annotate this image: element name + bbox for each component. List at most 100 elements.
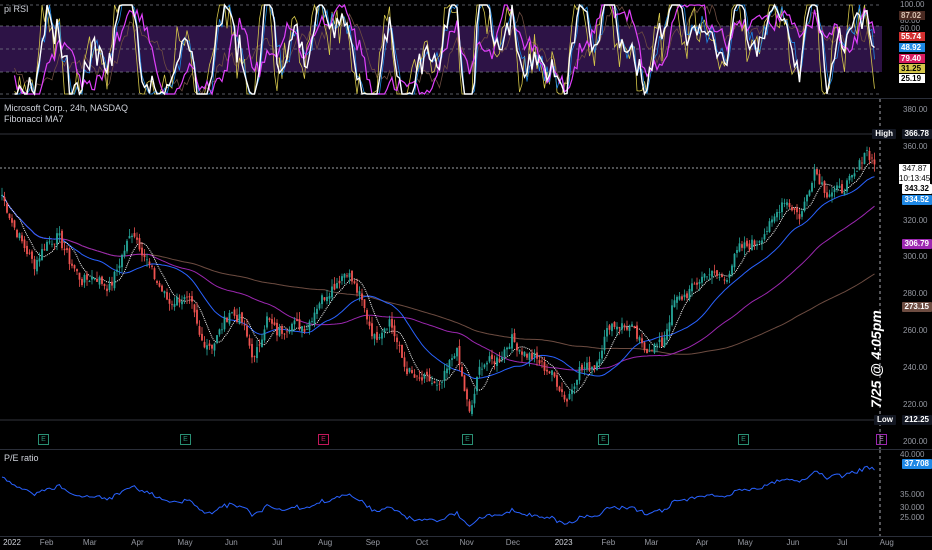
candle bbox=[333, 277, 336, 291]
candle bbox=[28, 249, 31, 255]
candle bbox=[251, 338, 253, 364]
candle bbox=[293, 317, 296, 332]
candle bbox=[826, 185, 828, 199]
candle bbox=[318, 301, 321, 311]
candle bbox=[516, 342, 518, 357]
candle bbox=[863, 152, 866, 165]
candle bbox=[88, 279, 91, 283]
candle bbox=[431, 375, 433, 386]
candle bbox=[828, 189, 831, 198]
candle bbox=[416, 375, 418, 381]
rsi-tag-6: 25.19 bbox=[899, 74, 925, 83]
candle bbox=[576, 379, 578, 391]
candle bbox=[756, 240, 758, 250]
candle bbox=[101, 275, 103, 286]
candle bbox=[551, 370, 553, 382]
candle bbox=[223, 310, 226, 332]
candle bbox=[338, 275, 341, 289]
pane-divider-2[interactable] bbox=[0, 449, 932, 450]
rsi-pane[interactable] bbox=[0, 0, 932, 98]
candle bbox=[153, 266, 156, 281]
candle bbox=[683, 289, 686, 301]
candle bbox=[108, 276, 111, 293]
time-axis-tick: Apr bbox=[695, 538, 709, 547]
candle bbox=[628, 324, 631, 338]
price-tag-brown: 273.15 bbox=[901, 302, 932, 312]
candle bbox=[808, 189, 811, 197]
candle bbox=[288, 326, 291, 335]
earnings-icon[interactable]: E bbox=[180, 434, 191, 445]
pane-divider-1[interactable] bbox=[0, 98, 932, 99]
candle bbox=[331, 279, 333, 301]
candle bbox=[871, 153, 873, 164]
candle bbox=[798, 208, 801, 225]
time-axis-tick: Feb bbox=[39, 538, 54, 547]
candle bbox=[151, 264, 153, 270]
candle bbox=[221, 322, 223, 334]
candle bbox=[701, 271, 703, 286]
candle bbox=[553, 371, 556, 379]
candle bbox=[211, 344, 213, 355]
candle bbox=[736, 246, 738, 258]
candle bbox=[823, 180, 826, 198]
candle bbox=[473, 387, 476, 408]
candle bbox=[453, 353, 456, 359]
earnings-icon[interactable]: E bbox=[598, 434, 609, 445]
earnings-icon[interactable]: E bbox=[38, 434, 49, 445]
earnings-icon[interactable]: E bbox=[876, 434, 887, 445]
candle bbox=[298, 312, 301, 331]
candle bbox=[796, 204, 798, 220]
candle bbox=[66, 245, 68, 253]
candle bbox=[833, 185, 836, 198]
candle bbox=[41, 243, 43, 261]
candle bbox=[556, 370, 558, 391]
candle bbox=[48, 236, 51, 245]
time-axis-tick: Oct bbox=[415, 538, 429, 547]
candle bbox=[231, 311, 233, 315]
high-value: 366.78 bbox=[901, 129, 932, 139]
candle bbox=[508, 343, 511, 350]
candle bbox=[636, 321, 638, 342]
candle bbox=[793, 207, 796, 215]
candle bbox=[638, 335, 641, 344]
candle bbox=[386, 328, 388, 332]
pe-tick-40: 40.000 bbox=[900, 450, 925, 459]
candle bbox=[393, 319, 396, 342]
candle bbox=[711, 270, 713, 285]
price-tag-blue: 334.52 bbox=[901, 195, 932, 205]
candle bbox=[661, 332, 663, 347]
candle bbox=[206, 338, 208, 356]
candle bbox=[488, 351, 491, 364]
candle bbox=[666, 323, 668, 345]
candle bbox=[873, 152, 876, 172]
pe-pane[interactable] bbox=[0, 450, 932, 536]
pe-value-tag: 37.708 bbox=[901, 459, 932, 469]
candle bbox=[606, 321, 608, 342]
candle bbox=[753, 239, 756, 250]
candle bbox=[671, 299, 673, 327]
candle bbox=[328, 292, 331, 305]
pane-divider-3[interactable] bbox=[0, 536, 932, 537]
candle bbox=[741, 240, 743, 252]
rsi-tag-2: 55.74 bbox=[899, 32, 925, 41]
candle bbox=[586, 356, 588, 373]
candle bbox=[311, 317, 313, 324]
candle bbox=[166, 288, 168, 301]
candle bbox=[848, 173, 851, 184]
candle bbox=[803, 197, 806, 213]
earnings-icon[interactable]: E bbox=[462, 434, 473, 445]
candle bbox=[831, 187, 833, 203]
candle bbox=[361, 288, 363, 306]
candle bbox=[343, 273, 346, 285]
rsi-white-line bbox=[14, 3, 875, 96]
candle bbox=[368, 316, 371, 330]
candle bbox=[668, 315, 671, 338]
candle bbox=[758, 240, 761, 244]
candle bbox=[148, 258, 151, 269]
candle bbox=[641, 333, 643, 348]
price-pane[interactable] bbox=[0, 99, 932, 449]
earnings-icon[interactable]: E bbox=[738, 434, 749, 445]
candle bbox=[526, 352, 528, 360]
earnings-icon[interactable]: E bbox=[318, 434, 329, 445]
countdown: 10:13:45 bbox=[899, 174, 931, 183]
